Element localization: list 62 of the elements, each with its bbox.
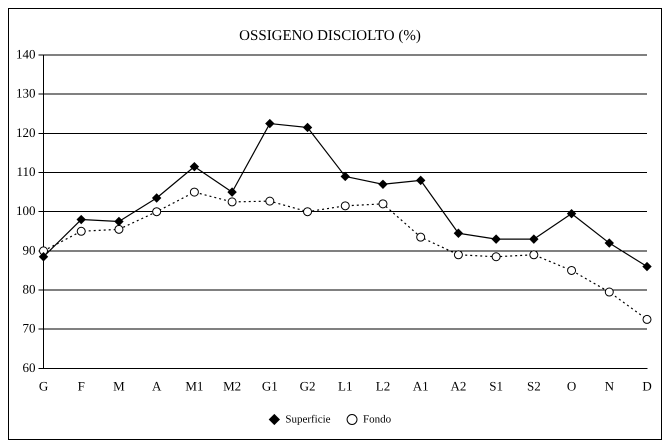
point: [529, 234, 538, 244]
y-tick-label: 110: [16, 164, 36, 179]
x-tick-label: S2: [526, 378, 541, 394]
x-tick-label: M2: [223, 378, 242, 394]
point: [152, 193, 162, 202]
x-tick-label: D: [642, 378, 652, 394]
point: [604, 238, 614, 248]
point: [604, 288, 614, 297]
x-tick-label: A: [152, 378, 162, 394]
y-tick-label: 60: [22, 360, 36, 375]
point: [303, 122, 312, 132]
point: [492, 234, 501, 244]
y-tick-label: 140: [16, 46, 36, 62]
x-tick-label: O: [566, 378, 576, 394]
y-tick-label: 120: [16, 124, 36, 140]
point: [642, 262, 652, 272]
y-tick-label: 100: [16, 203, 36, 218]
point: [152, 207, 162, 216]
point: [416, 176, 426, 185]
point: [642, 314, 652, 324]
point: [567, 266, 576, 275]
point: [76, 215, 86, 224]
point: [39, 252, 48, 262]
point: [416, 232, 426, 242]
y-tick-label: 130: [16, 86, 36, 101]
x-tick-label: A1: [412, 378, 429, 394]
legend-label: Superficie: [285, 413, 331, 426]
point: [340, 172, 350, 181]
point: [190, 162, 199, 172]
x-tick-label: G: [38, 378, 48, 394]
point: [303, 207, 312, 216]
point: [378, 180, 388, 189]
point: [190, 188, 199, 197]
point: [454, 250, 463, 260]
x-tick-label: N: [604, 378, 615, 394]
point: [567, 209, 576, 218]
point: [228, 197, 237, 206]
point: [114, 216, 124, 226]
point: [340, 201, 350, 210]
point: [492, 252, 501, 262]
point: [228, 188, 237, 197]
x-tick-label: G1: [262, 378, 278, 394]
x-tick-label: L1: [338, 378, 352, 394]
x-tick-label: S1: [489, 378, 503, 394]
y-tick-label: 70: [22, 320, 36, 336]
y-tick-label: 80: [22, 281, 36, 296]
x-tick-label: M1: [185, 378, 204, 394]
point: [76, 226, 86, 236]
point: [265, 196, 274, 206]
point: [454, 228, 463, 238]
x-tick-label: F: [78, 378, 85, 394]
chart-title: OSSIGENO DISCIOLTO (%): [239, 28, 421, 44]
legend-label: Fondo: [363, 413, 392, 426]
point: [378, 199, 388, 208]
point: [114, 224, 124, 234]
x-tick-label: L2: [376, 378, 390, 394]
point: [529, 250, 538, 260]
x-tick-label: M: [113, 378, 126, 394]
y-tick-label: 90: [22, 242, 36, 258]
x-tick-label: G2: [300, 378, 316, 394]
point: [265, 119, 274, 128]
x-tick-label: A2: [450, 378, 466, 394]
